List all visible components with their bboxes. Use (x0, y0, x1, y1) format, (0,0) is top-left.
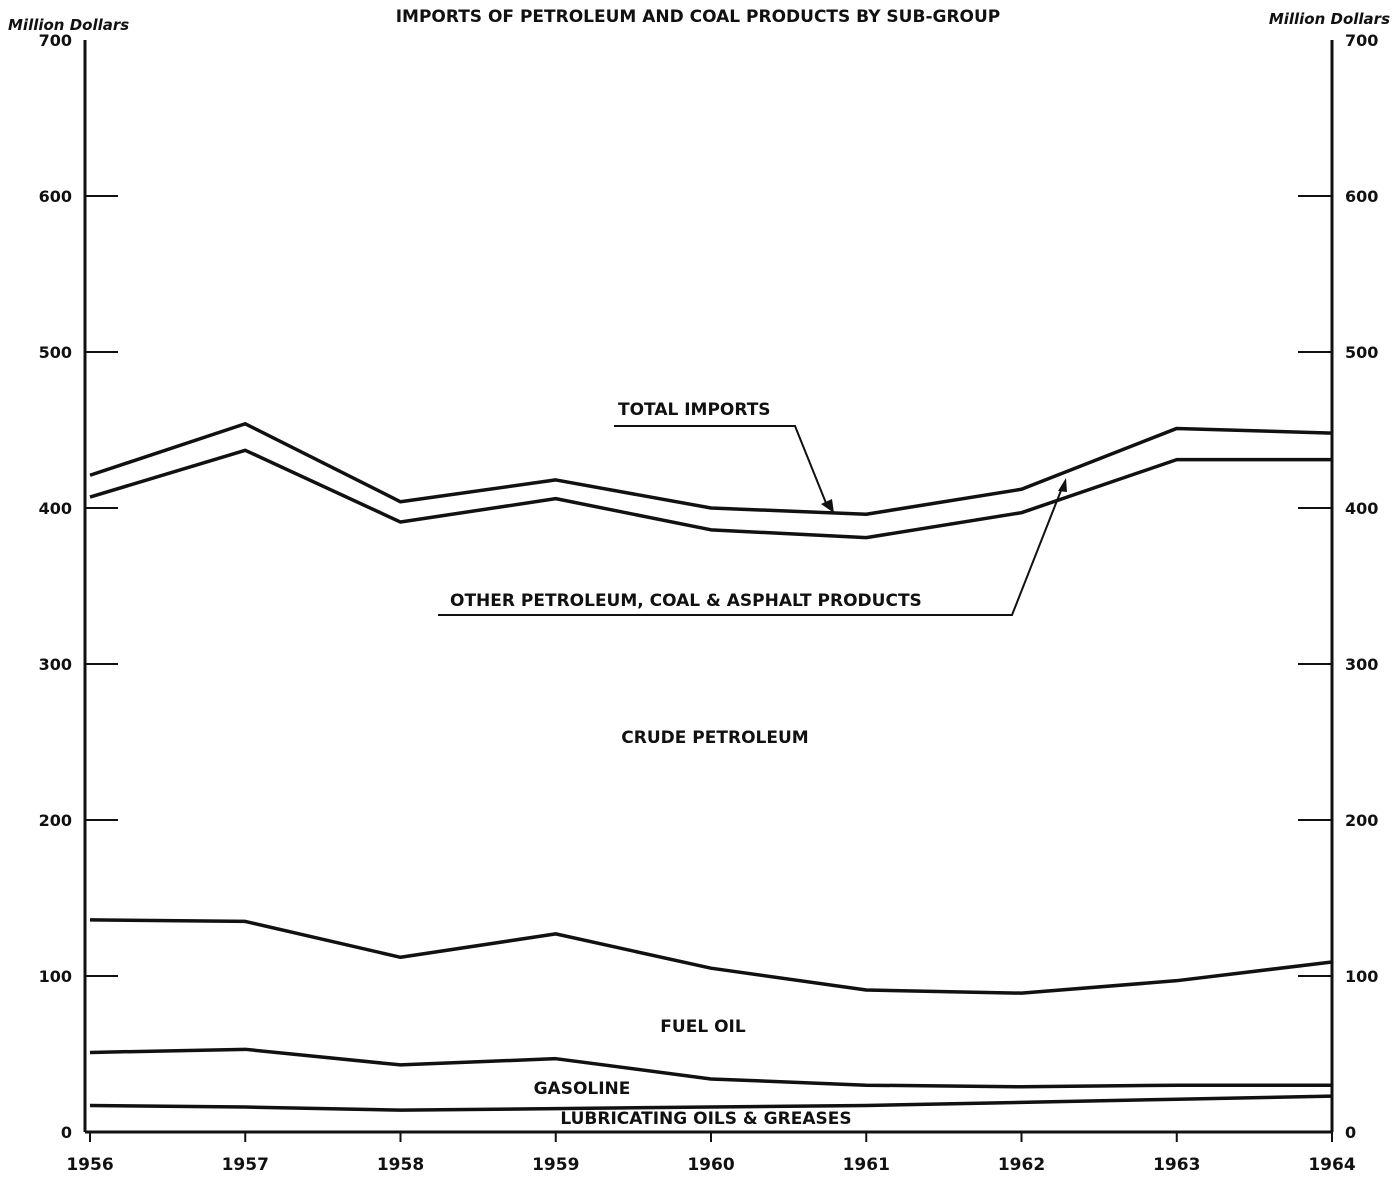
y-tick-label-right: 200 (1345, 811, 1378, 830)
region-label-fuel-oil: FUEL OIL (660, 1017, 746, 1037)
x-tick-label: 1958 (377, 1155, 424, 1175)
callout-other-petroleum-arrowhead (1058, 478, 1067, 492)
series-line-2 (89, 918, 1333, 995)
callout-other-petroleum-leader (438, 487, 1063, 616)
x-tick-label: 1956 (66, 1155, 113, 1175)
region-label-gasoline: GASOLINE (534, 1079, 631, 1099)
callout-other-petroleum: OTHER PETROLEUM, COAL & ASPHALT PRODUCTS (450, 591, 922, 611)
y-tick-label-right: 100 (1345, 967, 1378, 986)
series-line-1 (89, 448, 1332, 540)
y-tick-label-left: 500 (39, 343, 72, 362)
x-tick-label: 1959 (532, 1155, 579, 1175)
y-tick-label-left: 400 (39, 499, 72, 518)
region-label-lubricating-oils: LUBRICATING OILS & GREASES (560, 1109, 851, 1129)
series-lines (89, 422, 1333, 1112)
series-line-3 (89, 1047, 1332, 1089)
x-tick-label: 1963 (1153, 1155, 1200, 1175)
x-tick-label: 1964 (1308, 1155, 1355, 1175)
callout-total-imports-leader (614, 425, 829, 509)
series-line-4 (89, 1094, 1333, 1112)
y-tick-label-right: 300 (1345, 655, 1378, 674)
x-tick-label: 1962 (998, 1155, 1045, 1175)
y-axis-label-right: Million Dollars (1269, 10, 1390, 28)
y-tick-label-left: 600 (39, 187, 72, 206)
y-axis-label-left: Million Dollars (8, 16, 129, 34)
y-tick-label-right: 600 (1345, 187, 1378, 206)
chart-title: IMPORTS OF PETROLEUM AND COAL PRODUCTS B… (396, 7, 1001, 27)
x-tick-label: 1960 (687, 1155, 734, 1175)
callout-total-imports: TOTAL IMPORTS (618, 400, 771, 420)
series-line-0 (89, 422, 1333, 516)
y-tick-label-right: 700 (1345, 31, 1378, 50)
y-tick-label-left: 0 (61, 1123, 72, 1142)
callout-total-imports-arrowhead (821, 499, 834, 513)
x-tick-label: 1957 (222, 1155, 269, 1175)
y-tick-label-left: 700 (39, 31, 72, 50)
y-tick-label-left: 200 (39, 811, 72, 830)
x-tick-label: 1961 (843, 1155, 890, 1175)
y-tick-label-right: 500 (1345, 343, 1378, 362)
axis-ticks: 0 0 100 100 200 200 300 300 400 400 500 500 600 600 70… (39, 31, 1379, 1175)
y-tick-label-right: 400 (1345, 499, 1378, 518)
y-tick-label-left: 100 (39, 967, 72, 986)
y-tick-label-left: 300 (39, 655, 72, 674)
region-label-crude-petroleum: CRUDE PETROLEUM (621, 728, 808, 748)
y-tick-label-right: 0 (1345, 1123, 1356, 1142)
